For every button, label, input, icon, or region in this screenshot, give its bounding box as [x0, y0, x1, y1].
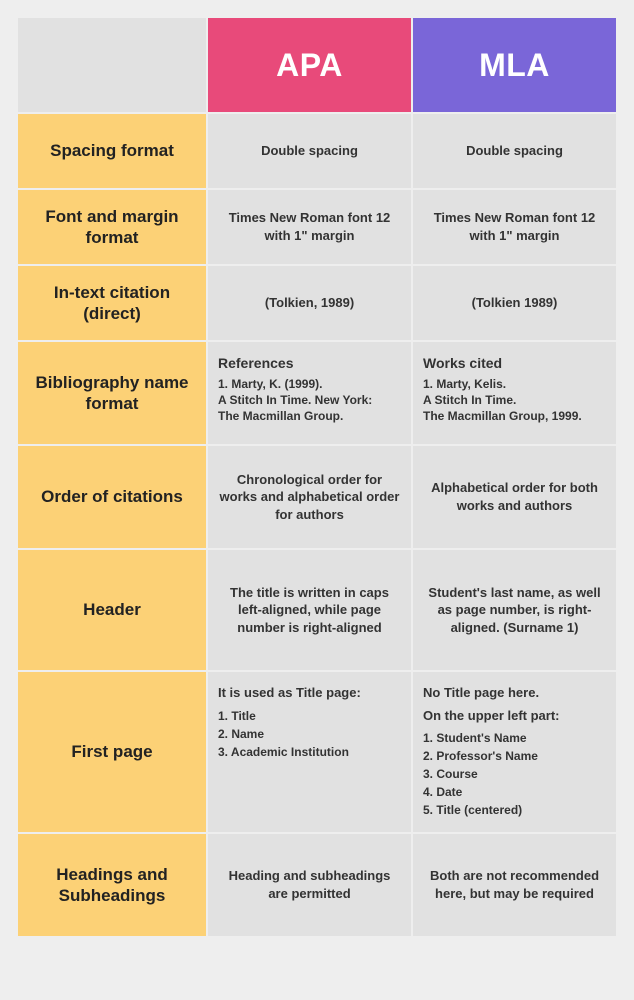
- cell-mla-spacing: Double spacing: [413, 114, 616, 188]
- row-label-font: Font and margin format: [18, 190, 206, 264]
- cell-apa-font: Times New Roman font 12 with 1" margin: [208, 190, 411, 264]
- cell-mla-headings: Both are not recommended here, but may b…: [413, 834, 616, 936]
- cell-apa-header: The title is written in caps left-aligne…: [208, 550, 411, 670]
- firstpage-line: 2. Name: [218, 725, 361, 743]
- row-label-biblio: Bibliography name format: [18, 342, 206, 444]
- firstpage-line: 3. Course: [423, 765, 560, 783]
- cell-apa-biblio: References 1. Marty, K. (1999). A Stitch…: [208, 342, 411, 444]
- firstpage-head: It is used as Title page:: [218, 684, 361, 702]
- cell-mla-font: Times New Roman font 12 with 1" margin: [413, 190, 616, 264]
- biblio-title: Works cited: [423, 354, 582, 373]
- biblio-line: A Stitch In Time.: [423, 392, 582, 408]
- firstpage-line: 1. Student's Name: [423, 729, 560, 747]
- cell-apa-headings: Heading and subheadings are permitted: [208, 834, 411, 936]
- firstpage-line: 1. Title: [218, 707, 361, 725]
- cell-mla-biblio: Works cited 1. Marty, Kelis. A Stitch In…: [413, 342, 616, 444]
- biblio-title: References: [218, 354, 372, 373]
- cell-apa-order: Chronological order for works and alphab…: [208, 446, 411, 548]
- row-label-intext: In-text citation (direct): [18, 266, 206, 340]
- firstpage-line: 3. Academic Institution: [218, 743, 361, 761]
- firstpage-line: 2. Professor's Name: [423, 747, 560, 765]
- cell-mla-header: Student's last name, as well as page num…: [413, 550, 616, 670]
- firstpage-head: No Title page here.: [423, 684, 560, 702]
- header-blank-cell: [18, 18, 206, 112]
- cell-mla-intext: (Tolkien 1989): [413, 266, 616, 340]
- row-label-spacing: Spacing format: [18, 114, 206, 188]
- header-mla: MLA: [413, 18, 616, 112]
- cell-mla-order: Alphabetical order for both works and au…: [413, 446, 616, 548]
- biblio-line: 1. Marty, K. (1999).: [218, 376, 372, 392]
- row-label-firstpage: First page: [18, 672, 206, 832]
- row-label-order: Order of citations: [18, 446, 206, 548]
- cell-mla-firstpage: No Title page here. On the upper left pa…: [413, 672, 616, 832]
- biblio-line: 1. Marty, Kelis.: [423, 376, 582, 392]
- row-label-headings: Headings and Subheadings: [18, 834, 206, 936]
- biblio-line: The Macmillan Group, 1999.: [423, 408, 582, 424]
- biblio-line: The Macmillan Group.: [218, 408, 372, 424]
- cell-apa-intext: (Tolkien, 1989): [208, 266, 411, 340]
- firstpage-line: 4. Date: [423, 783, 560, 801]
- header-apa: APA: [208, 18, 411, 112]
- comparison-table: APA MLA Spacing format Double spacing Do…: [18, 18, 616, 936]
- row-label-header: Header: [18, 550, 206, 670]
- cell-apa-firstpage: It is used as Title page: 1. Title 2. Na…: [208, 672, 411, 832]
- biblio-line: A Stitch In Time. New York:: [218, 392, 372, 408]
- firstpage-head: On the upper left part:: [423, 707, 560, 725]
- firstpage-line: 5. Title (centered): [423, 801, 560, 819]
- cell-apa-spacing: Double spacing: [208, 114, 411, 188]
